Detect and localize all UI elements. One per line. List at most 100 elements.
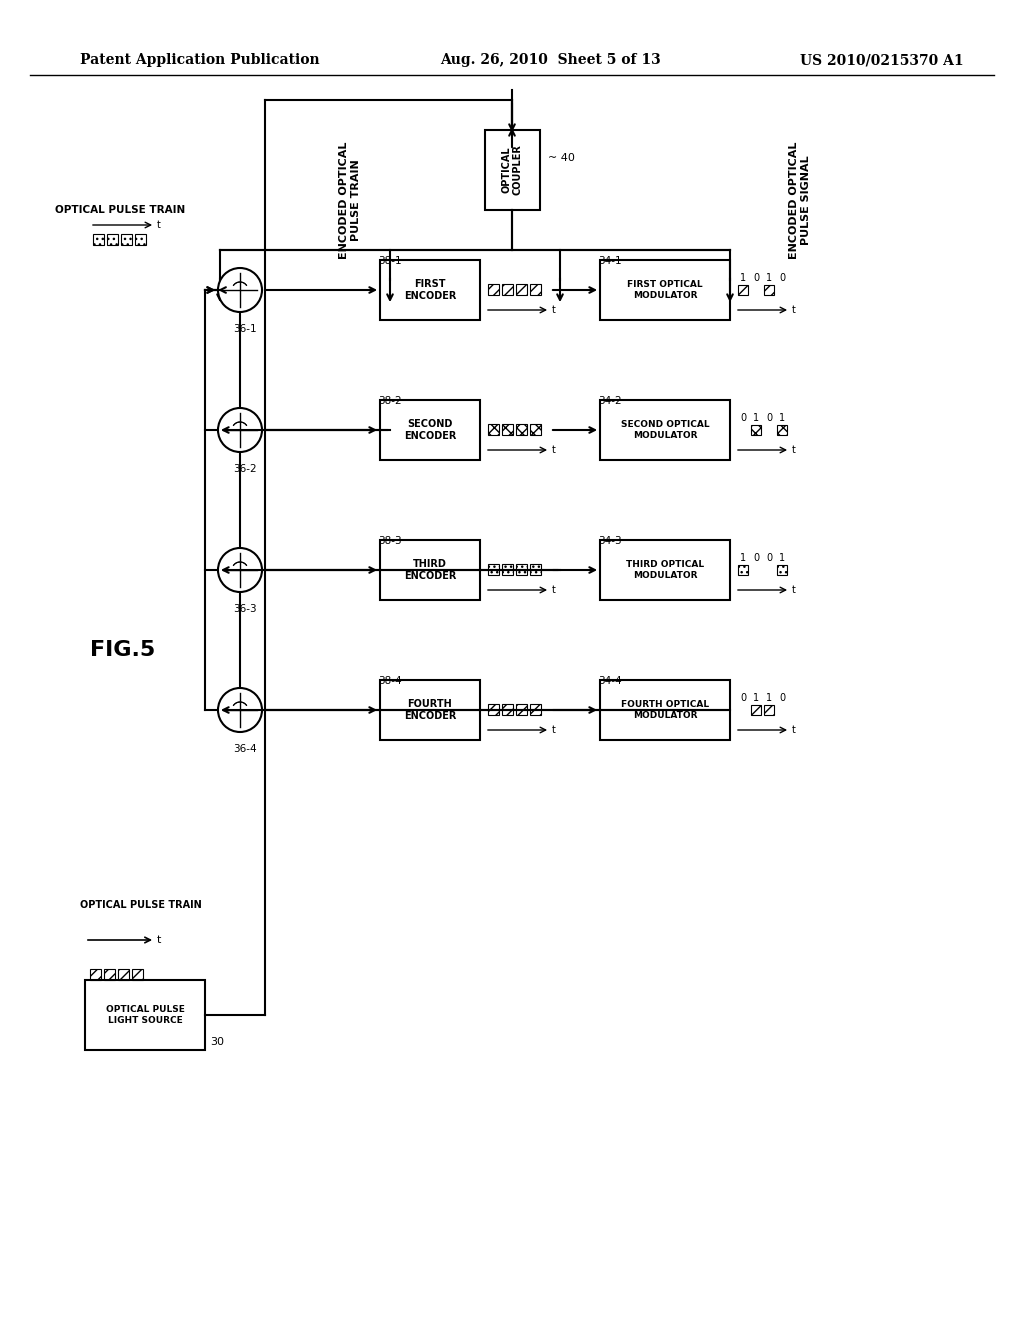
Bar [600, 260, 730, 319]
Bar [488, 564, 499, 576]
Text: THIRD
ENCODER: THIRD ENCODER [403, 560, 456, 581]
Bar [93, 234, 104, 246]
Text: t: t [157, 220, 161, 230]
Bar [738, 285, 748, 294]
Bar [530, 564, 541, 576]
Text: OPTICAL PULSE TRAIN: OPTICAL PULSE TRAIN [55, 205, 185, 215]
Bar [600, 540, 730, 601]
Text: FIRST OPTICAL
MODULATOR: FIRST OPTICAL MODULATOR [627, 280, 702, 300]
Text: 1: 1 [766, 273, 772, 282]
Text: t: t [552, 725, 556, 735]
Text: 36-1: 36-1 [233, 323, 257, 334]
Bar [121, 234, 132, 246]
Bar [530, 424, 541, 436]
Bar [516, 704, 527, 715]
Bar [751, 425, 761, 436]
Circle shape [218, 548, 262, 591]
Bar [484, 129, 540, 210]
Bar [751, 705, 761, 715]
Text: t: t [157, 935, 162, 945]
Text: 36-4: 36-4 [233, 744, 257, 754]
Bar [135, 234, 146, 246]
Text: ~ 40: ~ 40 [548, 153, 574, 162]
Bar [738, 565, 748, 576]
Text: 34-1: 34-1 [598, 256, 622, 267]
Bar [764, 705, 774, 715]
Text: t: t [792, 445, 796, 455]
Text: 1: 1 [753, 413, 759, 422]
Text: 36-3: 36-3 [233, 605, 257, 614]
Text: 34-4: 34-4 [598, 676, 622, 686]
Text: 1: 1 [779, 553, 785, 564]
Bar [530, 284, 541, 294]
Bar [106, 234, 118, 246]
Text: 0: 0 [779, 693, 785, 704]
Text: 38-4: 38-4 [378, 676, 401, 686]
Bar [502, 704, 513, 715]
Bar [502, 424, 513, 436]
Circle shape [218, 408, 262, 451]
Text: 0: 0 [766, 553, 772, 564]
Text: 30: 30 [210, 1038, 224, 1047]
Text: 1: 1 [779, 413, 785, 422]
Text: 38-2: 38-2 [378, 396, 401, 407]
Text: t: t [552, 585, 556, 595]
Text: 1: 1 [753, 693, 759, 704]
Bar [380, 260, 480, 319]
Bar [488, 424, 499, 436]
Bar [764, 285, 774, 294]
Text: t: t [792, 725, 796, 735]
Text: 0: 0 [753, 553, 759, 564]
Bar [777, 425, 787, 436]
Circle shape [218, 688, 262, 733]
Bar [132, 969, 143, 979]
Bar [380, 680, 480, 741]
Text: ENCODED OPTICAL
PULSE SIGNAL: ENCODED OPTICAL PULSE SIGNAL [790, 141, 811, 259]
Bar [488, 284, 499, 294]
Text: ENCODED OPTICAL
PULSE TRAIN: ENCODED OPTICAL PULSE TRAIN [339, 141, 360, 259]
Text: Patent Application Publication: Patent Application Publication [80, 53, 319, 67]
Text: SECOND OPTICAL
MODULATOR: SECOND OPTICAL MODULATOR [621, 420, 710, 440]
Text: 0: 0 [766, 413, 772, 422]
Text: 0: 0 [740, 413, 746, 422]
Text: 38-1: 38-1 [378, 256, 401, 267]
Text: 1: 1 [766, 693, 772, 704]
Text: THIRD OPTICAL
MODULATOR: THIRD OPTICAL MODULATOR [626, 560, 705, 579]
Text: t: t [552, 445, 556, 455]
Circle shape [218, 268, 262, 312]
Text: 1: 1 [740, 273, 746, 282]
Text: US 2010/0215370 A1: US 2010/0215370 A1 [800, 53, 964, 67]
Text: t: t [792, 585, 796, 595]
Text: 0: 0 [753, 273, 759, 282]
Bar [85, 979, 205, 1049]
Text: OPTICAL PULSE TRAIN: OPTICAL PULSE TRAIN [80, 900, 202, 909]
Bar [502, 564, 513, 576]
Bar [380, 400, 480, 459]
Bar [104, 969, 115, 979]
Bar [516, 564, 527, 576]
Bar [380, 540, 480, 601]
Bar [516, 284, 527, 294]
Bar [777, 565, 787, 576]
Bar [600, 680, 730, 741]
Bar [502, 284, 513, 294]
Bar [118, 969, 129, 979]
Text: Aug. 26, 2010  Sheet 5 of 13: Aug. 26, 2010 Sheet 5 of 13 [440, 53, 660, 67]
Text: SECOND
ENCODER: SECOND ENCODER [403, 420, 456, 441]
Text: 36-2: 36-2 [233, 465, 257, 474]
Text: t: t [552, 305, 556, 315]
Text: FOURTH OPTICAL
MODULATOR: FOURTH OPTICAL MODULATOR [621, 701, 709, 719]
Text: FIRST
ENCODER: FIRST ENCODER [403, 280, 456, 301]
Text: FIG.5: FIG.5 [90, 640, 156, 660]
Text: FOURTH
ENCODER: FOURTH ENCODER [403, 700, 456, 721]
Text: 34-3: 34-3 [598, 536, 622, 546]
Bar [530, 704, 541, 715]
Text: 0: 0 [779, 273, 785, 282]
Text: OPTICAL
COUPLER: OPTICAL COUPLER [501, 145, 523, 195]
Text: 0: 0 [740, 693, 746, 704]
Text: t: t [792, 305, 796, 315]
Text: 1: 1 [740, 553, 746, 564]
Bar [488, 704, 499, 715]
Text: OPTICAL PULSE
LIGHT SOURCE: OPTICAL PULSE LIGHT SOURCE [105, 1006, 184, 1024]
Bar [90, 969, 101, 979]
